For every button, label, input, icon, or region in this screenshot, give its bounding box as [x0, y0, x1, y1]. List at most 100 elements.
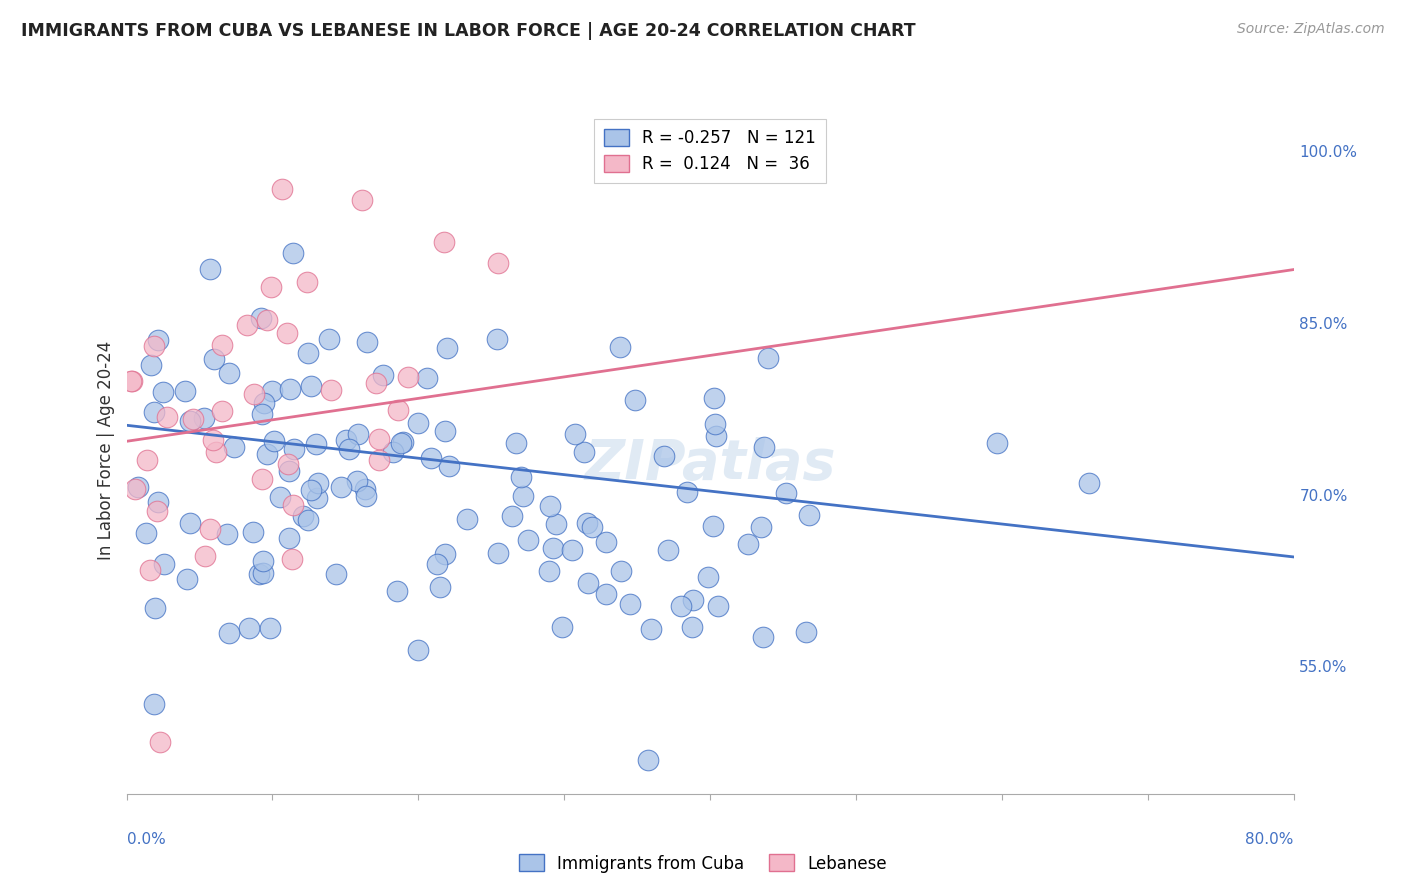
Point	[259, 621, 281, 635]
Point	[193, 411, 215, 425]
Point	[121, 374, 143, 388]
Point	[609, 340, 631, 354]
Point	[305, 437, 328, 451]
Point	[142, 404, 165, 418]
Text: 85.0%: 85.0%	[1299, 317, 1348, 332]
Point	[436, 342, 458, 356]
Point	[675, 484, 697, 499]
Point	[751, 520, 773, 534]
Point	[702, 518, 724, 533]
Point	[242, 524, 264, 539]
Point	[143, 697, 166, 711]
Point	[281, 552, 304, 566]
Point	[253, 396, 276, 410]
Point	[1077, 475, 1099, 490]
Point	[299, 379, 322, 393]
Point	[624, 392, 647, 407]
Point	[211, 338, 233, 352]
Point	[218, 366, 240, 380]
Point	[456, 512, 478, 526]
Point	[509, 469, 531, 483]
Point	[640, 622, 662, 636]
Point	[295, 275, 318, 289]
Point	[350, 194, 373, 208]
Point	[256, 447, 278, 461]
Point	[278, 382, 301, 396]
Point	[387, 403, 409, 417]
Point	[250, 408, 273, 422]
Legend: R = -0.257   N = 121, R =  0.124   N =  36: R = -0.257 N = 121, R = 0.124 N = 36	[593, 119, 827, 184]
Point	[143, 601, 166, 615]
Point	[202, 434, 225, 448]
Text: IMMIGRANTS FROM CUBA VS LEBANESE IN LABOR FORCE | AGE 20-24 CORRELATION CHART: IMMIGRANTS FROM CUBA VS LEBANESE IN LABO…	[21, 22, 915, 40]
Point	[501, 509, 523, 524]
Point	[236, 318, 259, 332]
Point	[408, 642, 430, 657]
Point	[389, 436, 412, 450]
Text: Source: ZipAtlas.com: Source: ZipAtlas.com	[1237, 22, 1385, 37]
Point	[576, 575, 599, 590]
Text: 70.0%: 70.0%	[1299, 489, 1348, 504]
Point	[127, 480, 149, 494]
Point	[318, 332, 340, 346]
Point	[799, 508, 821, 522]
Point	[346, 474, 368, 488]
Point	[202, 352, 225, 367]
Point	[329, 480, 352, 494]
Point	[283, 245, 305, 260]
Point	[252, 553, 274, 567]
Point	[505, 436, 527, 450]
Text: 100.0%: 100.0%	[1299, 145, 1357, 161]
Point	[222, 440, 245, 454]
Point	[211, 404, 233, 418]
Point	[262, 384, 284, 399]
Point	[124, 483, 146, 497]
Point	[703, 417, 725, 432]
Point	[194, 549, 217, 564]
Legend: Immigrants from Cuba, Lebanese: Immigrants from Cuba, Lebanese	[512, 847, 894, 880]
Point	[754, 440, 776, 454]
Point	[752, 631, 775, 645]
Point	[564, 427, 586, 442]
Point	[271, 182, 294, 196]
Point	[135, 526, 157, 541]
Point	[406, 416, 429, 430]
Point	[396, 370, 419, 384]
Point	[756, 351, 779, 365]
Point	[152, 384, 174, 399]
Point	[544, 517, 567, 532]
Text: ZIPatlas: ZIPatlas	[585, 437, 835, 491]
Point	[537, 565, 560, 579]
Point	[775, 486, 797, 500]
Point	[682, 592, 704, 607]
Point	[139, 359, 162, 373]
Point	[156, 409, 179, 424]
Point	[737, 537, 759, 551]
Point	[347, 427, 370, 442]
Point	[278, 464, 301, 478]
Point	[307, 475, 329, 490]
Point	[541, 541, 564, 555]
Point	[426, 557, 449, 571]
Point	[385, 584, 408, 599]
Point	[148, 735, 170, 749]
Point	[243, 386, 266, 401]
Point	[433, 425, 456, 439]
Point	[250, 310, 273, 325]
Point	[486, 546, 509, 560]
Text: 55.0%: 55.0%	[1299, 660, 1348, 675]
Point	[217, 526, 239, 541]
Point	[551, 619, 574, 633]
Point	[146, 494, 169, 508]
Point	[278, 531, 301, 545]
Point	[652, 449, 675, 463]
Point	[681, 620, 703, 634]
Point	[301, 483, 323, 498]
Point	[173, 384, 195, 399]
Point	[139, 563, 162, 577]
Point	[176, 572, 198, 586]
Point	[297, 513, 319, 527]
Point	[354, 489, 377, 503]
Point	[382, 445, 405, 459]
Point	[200, 262, 222, 277]
